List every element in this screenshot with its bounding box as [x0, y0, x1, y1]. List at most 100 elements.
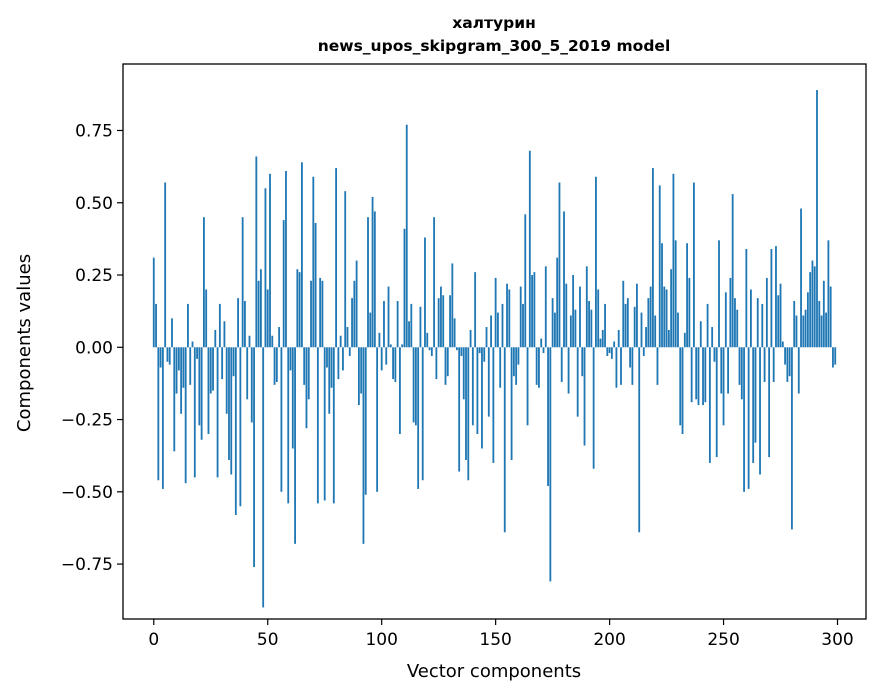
- bar: [257, 280, 260, 348]
- bar: [394, 347, 397, 382]
- bar: [615, 347, 618, 388]
- bar: [743, 347, 745, 492]
- bar: [278, 327, 281, 348]
- bar: [563, 211, 565, 348]
- bar: [305, 347, 308, 429]
- bar: [152, 257, 155, 348]
- bar: [280, 347, 283, 492]
- bar: [503, 347, 506, 533]
- bar: [323, 347, 326, 501]
- bar: [458, 347, 461, 472]
- bar: [499, 347, 502, 388]
- bar: [811, 260, 814, 348]
- bar: [651, 168, 654, 348]
- bar: [298, 272, 301, 348]
- bar: [731, 194, 734, 348]
- bar: [542, 347, 545, 354]
- bar: [282, 220, 285, 348]
- bar: [364, 347, 367, 495]
- bar: [806, 292, 809, 348]
- bar: [745, 249, 748, 348]
- bar: [813, 266, 816, 348]
- bar: [515, 347, 518, 385]
- bar: [344, 191, 347, 348]
- bar: [528, 150, 531, 348]
- bar: [414, 347, 417, 426]
- bar: [346, 327, 349, 348]
- x-axis-label: Vector components: [407, 661, 581, 682]
- bar: [797, 347, 800, 394]
- bar: [517, 347, 520, 365]
- bar: [592, 347, 595, 469]
- bar: [171, 318, 173, 348]
- x-axis-ticks: 0 50 100 150 200 250 300: [148, 619, 854, 650]
- bar: [360, 347, 363, 394]
- bar: [501, 303, 504, 348]
- bar: [588, 301, 590, 348]
- bar: [253, 347, 255, 567]
- bar: [239, 347, 242, 507]
- bar: [756, 298, 759, 348]
- bar: [173, 347, 176, 452]
- bar: [339, 335, 342, 348]
- bar: [736, 309, 739, 348]
- bar: [465, 347, 467, 461]
- bar: [706, 303, 709, 348]
- bar: [376, 347, 379, 492]
- bar: [371, 196, 374, 348]
- bar: [155, 303, 157, 348]
- bar: [791, 347, 793, 530]
- x-tick-label: 100: [365, 630, 397, 650]
- bar: [697, 347, 700, 406]
- bar: [399, 347, 401, 434]
- bar: [690, 347, 693, 403]
- bar: [638, 347, 641, 533]
- bar: [157, 347, 160, 481]
- bar: [544, 266, 547, 348]
- bar: [328, 347, 331, 414]
- bar: [761, 303, 764, 348]
- bar: [180, 347, 183, 414]
- bar: [574, 309, 577, 348]
- bar: [681, 347, 684, 434]
- bar: [189, 347, 192, 385]
- bar: [460, 347, 463, 356]
- bar: [319, 277, 322, 348]
- bar: [405, 124, 408, 348]
- bar: [330, 347, 333, 388]
- bar: [191, 341, 194, 348]
- bar: [221, 347, 224, 380]
- bar: [444, 347, 447, 385]
- bar: [645, 327, 647, 348]
- bar: [620, 347, 622, 385]
- bar: [508, 289, 511, 348]
- bar: [485, 327, 488, 348]
- bar: [184, 347, 187, 484]
- bar: [196, 347, 198, 359]
- x-tick-label: 250: [707, 630, 739, 650]
- bar: [642, 347, 645, 356]
- bar: [187, 303, 189, 348]
- bar: [303, 347, 306, 385]
- bar: [547, 347, 549, 487]
- bar: [551, 298, 554, 348]
- bar: [679, 347, 682, 426]
- bar: [312, 176, 315, 348]
- bar: [754, 347, 757, 443]
- bar: [752, 347, 755, 463]
- bar: [558, 182, 561, 348]
- bar: [442, 295, 445, 348]
- y-axis-label: Components values: [14, 254, 35, 432]
- bar: [230, 347, 233, 475]
- bar: [526, 347, 529, 426]
- bar: [775, 246, 777, 348]
- bar: [396, 301, 399, 348]
- bar: [264, 188, 267, 348]
- bar: [738, 347, 741, 385]
- bar: [702, 347, 704, 406]
- bar: [654, 315, 657, 348]
- bar: [825, 312, 828, 348]
- bar: [453, 318, 456, 348]
- bar: [225, 347, 228, 414]
- bar: [419, 306, 422, 348]
